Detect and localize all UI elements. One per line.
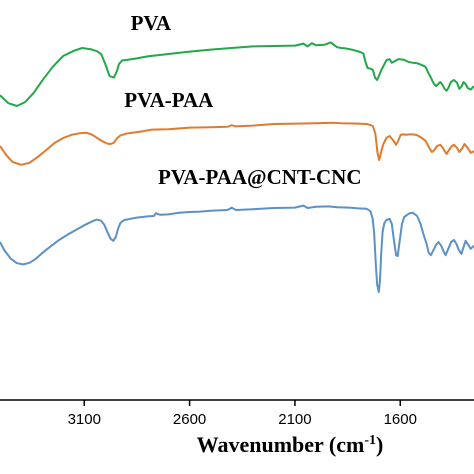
series-label-layer: PVA PVA-PAA PVA-PAA@CNT-CNC — [124, 11, 361, 189]
series-label-pva-paa: PVA-PAA — [124, 88, 214, 112]
x-tick-label-2100: 2100 — [278, 411, 311, 428]
x-axis-title-suffix: ) — [376, 432, 383, 457]
x-tick-label-3100: 3100 — [68, 411, 101, 428]
x-tick-label-1600: 1600 — [384, 411, 417, 428]
series-line-pva-paa-cnt-cnc — [0, 204, 474, 293]
series-label-pva: PVA — [131, 11, 172, 35]
x-axis-title-superscript: -1 — [364, 433, 376, 448]
x-axis-title: Wavenumber (cm-1) — [197, 432, 384, 457]
series-line-pva-paa — [0, 121, 474, 166]
x-ticks: 3100 2600 2100 1600 — [68, 400, 417, 428]
x-tick-label-2600: 2600 — [173, 411, 206, 428]
x-axis-title-main: Wavenumber (cm — [197, 432, 365, 457]
series-label-pva-paa-cnt-cnc: PVA-PAA@CNT-CNC — [158, 165, 361, 189]
series-line-pva — [0, 41, 474, 107]
series-layer — [0, 41, 474, 293]
